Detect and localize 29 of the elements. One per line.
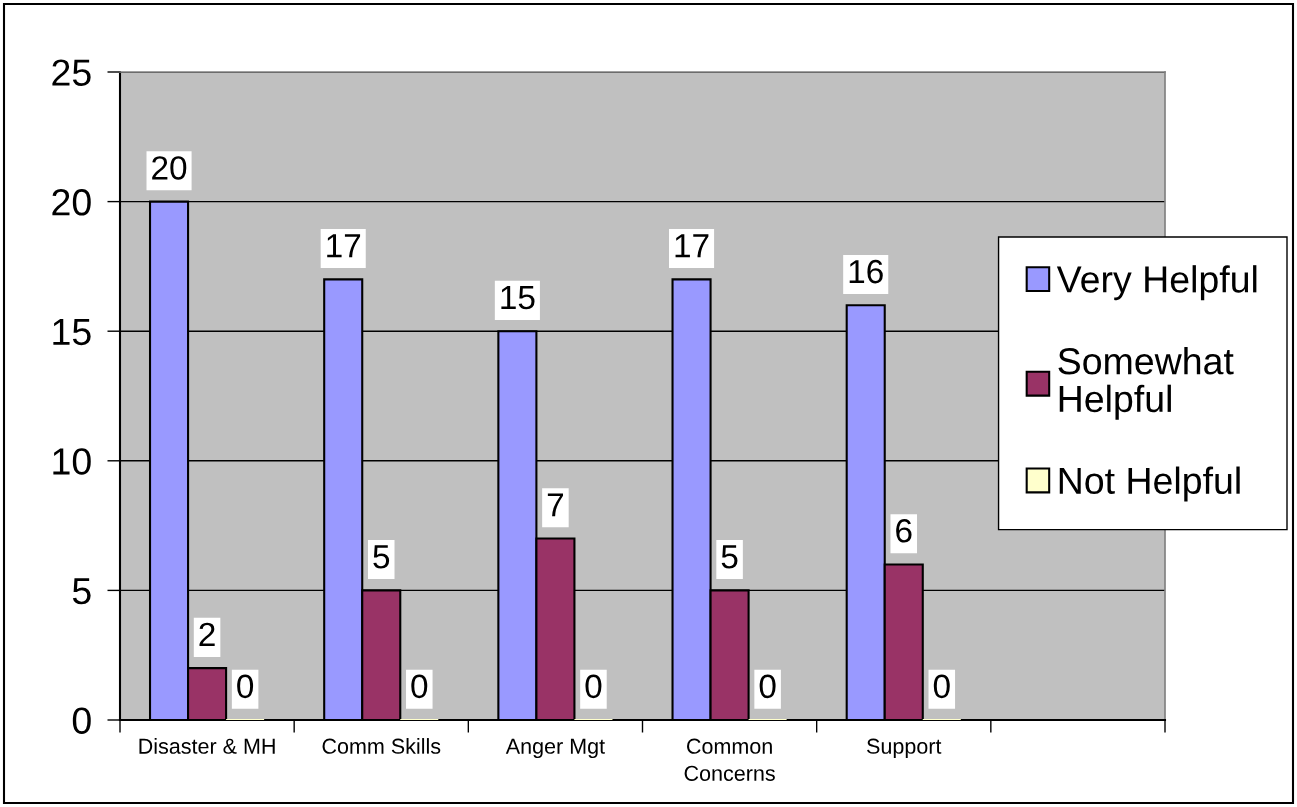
data-label: 5 [721, 545, 738, 569]
data-label: 16 [849, 259, 883, 284]
y-tick-label: 25 [52, 59, 91, 86]
data-label: 15 [501, 286, 535, 310]
data-label: 0 [759, 674, 776, 699]
data-label: 5 [373, 545, 390, 569]
data-label: 17 [327, 234, 361, 258]
x-tick-label: Common Concerns [684, 738, 775, 781]
x-tick-label: Disaster & MH [139, 738, 275, 754]
data-label: 0 [237, 674, 254, 699]
y-tick-label: 15 [53, 318, 91, 346]
x-tick-label: Anger Mgt [505, 738, 605, 759]
y-tick-label: 5 [72, 578, 91, 605]
y-tick-label: 0 [72, 707, 91, 734]
legend-label: Somewhat Helpful [1058, 347, 1234, 420]
y-tick-label: 20 [52, 189, 91, 216]
data-label: 0 [933, 674, 950, 699]
legend-label: Very Helpful [1056, 265, 1257, 301]
data-label: 2 [199, 622, 215, 646]
x-tick-label: Comm Skills [322, 738, 441, 754]
legend-label: Not Helpful [1059, 466, 1240, 502]
data-label: 0 [585, 674, 602, 699]
y-tick-label: 10 [53, 448, 91, 475]
data-label: 20 [152, 156, 187, 180]
data-label: 17 [675, 234, 709, 258]
data-label: 6 [896, 519, 912, 543]
data-label: 0 [411, 674, 428, 699]
x-tick-label: Support [867, 738, 942, 759]
data-label: 7 [547, 493, 564, 517]
